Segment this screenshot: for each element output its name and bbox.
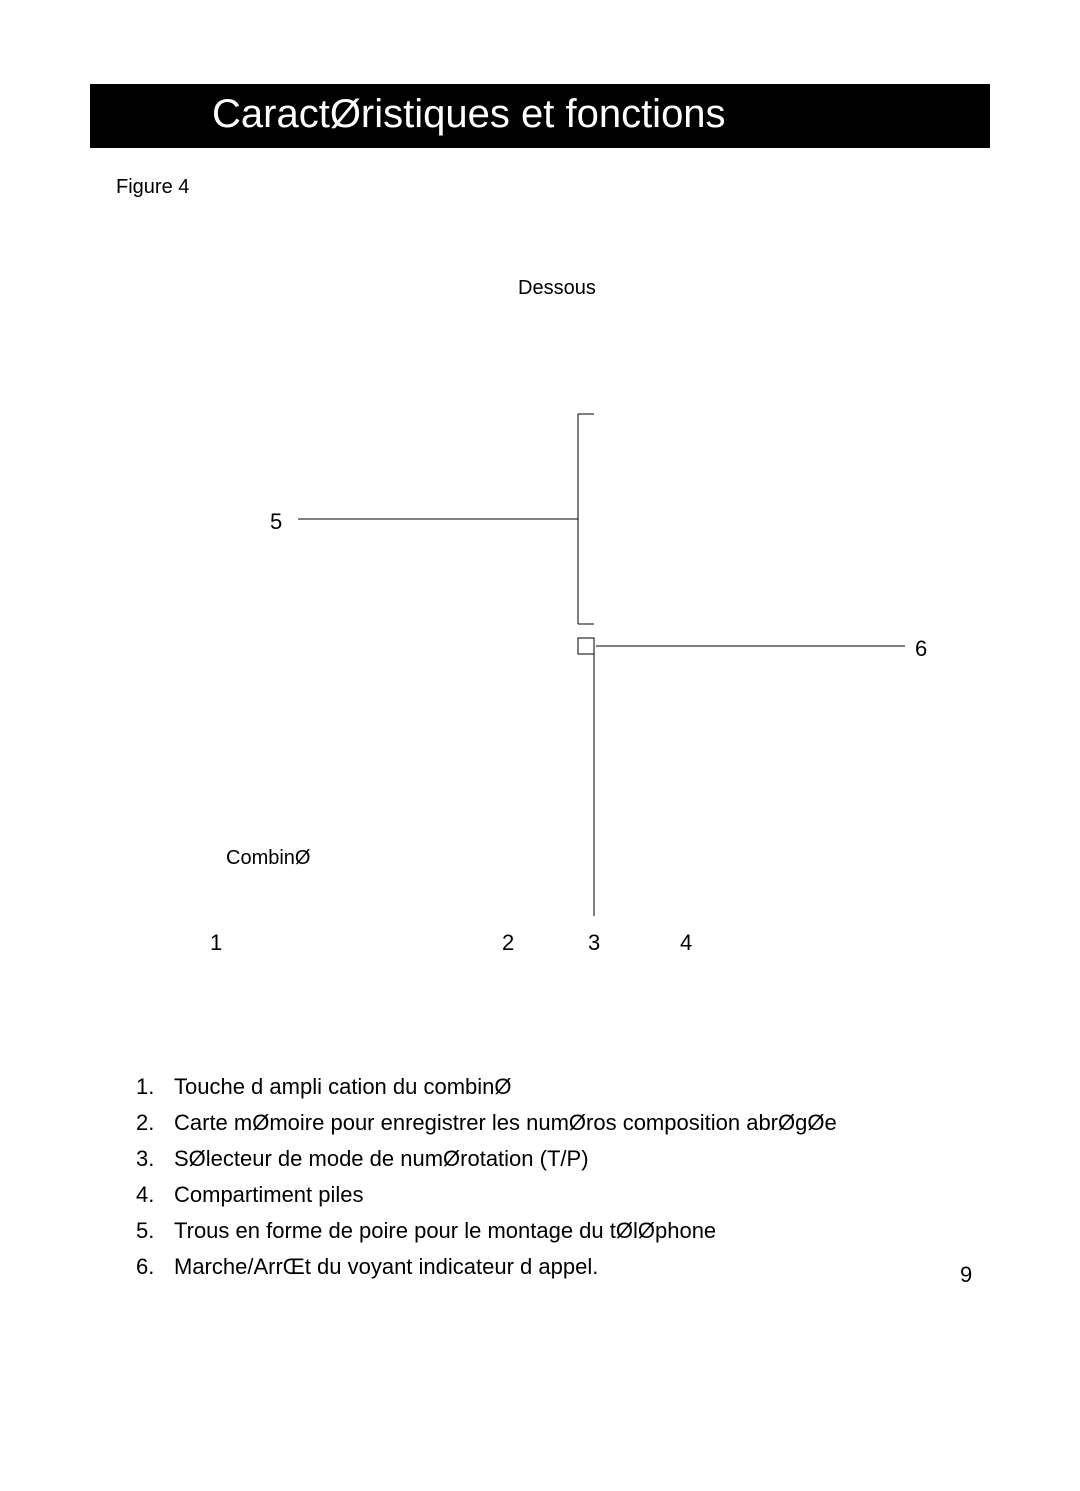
legend-item-number: 2. bbox=[136, 1108, 174, 1138]
page-number: 9 bbox=[960, 1262, 972, 1288]
legend-item-text: Carte mØmoire pour enregistrer les numØr… bbox=[174, 1108, 837, 1138]
page: CaractØristiques et fonctions Figure 4 D… bbox=[0, 0, 1080, 1491]
legend-item-text: Marche/ArrŒt du voyant indicateur d appe… bbox=[174, 1252, 598, 1282]
legend-item-text: SØlecteur de mode de numØrotation (T/P) bbox=[174, 1144, 589, 1174]
legend-item-number: 5. bbox=[136, 1216, 174, 1246]
legend-item-number: 3. bbox=[136, 1144, 174, 1174]
legend-item-text: Trous en forme de poire pour le montage … bbox=[174, 1216, 716, 1246]
legend-item-number: 1. bbox=[136, 1072, 174, 1102]
legend-item: 3.SØlecteur de mode de numØrotation (T/P… bbox=[136, 1144, 837, 1174]
legend-item: 4.Compartiment piles bbox=[136, 1180, 837, 1210]
legend-item: 2.Carte mØmoire pour enregistrer les num… bbox=[136, 1108, 837, 1138]
legend-item: 1.Touche d ampli cation du combinØ bbox=[136, 1072, 837, 1102]
legend-item-text: Compartiment piles bbox=[174, 1180, 364, 1210]
legend-item-number: 6. bbox=[136, 1252, 174, 1282]
legend-item-text: Touche d ampli cation du combinØ bbox=[174, 1072, 512, 1102]
legend-list: 1.Touche d ampli cation du combinØ2.Cart… bbox=[136, 1072, 837, 1288]
legend-item: 6.Marche/ArrŒt du voyant indicateur d ap… bbox=[136, 1252, 837, 1282]
legend-item: 5.Trous en forme de poire pour le montag… bbox=[136, 1216, 837, 1246]
legend-item-number: 4. bbox=[136, 1180, 174, 1210]
